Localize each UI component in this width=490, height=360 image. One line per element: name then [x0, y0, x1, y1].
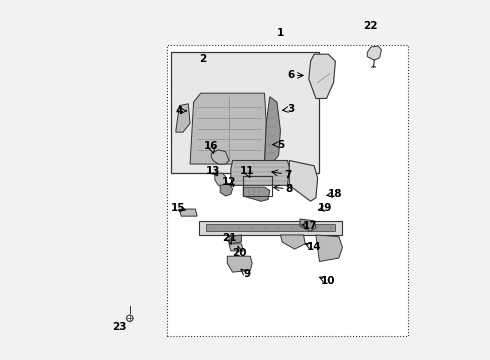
- Text: 13: 13: [206, 166, 220, 176]
- Text: 15: 15: [171, 203, 185, 213]
- Text: 17: 17: [303, 221, 318, 231]
- Text: 2: 2: [199, 54, 206, 64]
- Text: 12: 12: [222, 177, 236, 187]
- Polygon shape: [289, 161, 318, 201]
- Text: 11: 11: [240, 166, 254, 176]
- Ellipse shape: [126, 315, 133, 321]
- Text: 23: 23: [112, 322, 126, 332]
- Polygon shape: [211, 150, 229, 164]
- Bar: [243, 176, 271, 196]
- Text: 10: 10: [321, 276, 336, 286]
- Text: 19: 19: [318, 203, 332, 213]
- Bar: [167, 45, 408, 336]
- Polygon shape: [231, 161, 289, 185]
- Text: 8: 8: [286, 184, 293, 194]
- Text: 5: 5: [277, 140, 284, 149]
- Polygon shape: [199, 221, 343, 235]
- Polygon shape: [309, 54, 335, 99]
- Text: 22: 22: [364, 21, 378, 31]
- Polygon shape: [265, 97, 280, 164]
- Polygon shape: [229, 244, 243, 251]
- Polygon shape: [179, 209, 197, 216]
- Text: 9: 9: [243, 269, 250, 279]
- Polygon shape: [300, 219, 316, 231]
- Polygon shape: [220, 184, 233, 196]
- Polygon shape: [316, 235, 343, 261]
- Polygon shape: [227, 256, 252, 272]
- Text: 3: 3: [288, 104, 294, 114]
- Text: 18: 18: [328, 189, 343, 199]
- Text: 16: 16: [204, 141, 219, 151]
- Text: 14: 14: [307, 242, 321, 252]
- Polygon shape: [176, 104, 190, 132]
- Bar: [171, 53, 319, 173]
- Text: 4: 4: [176, 106, 183, 116]
- Text: 6: 6: [288, 71, 294, 80]
- Polygon shape: [206, 224, 335, 231]
- Text: 1: 1: [277, 28, 284, 38]
- Text: 21: 21: [222, 234, 236, 243]
- Polygon shape: [229, 235, 242, 244]
- Text: 20: 20: [232, 248, 247, 258]
- Text: 7: 7: [284, 170, 291, 180]
- Polygon shape: [190, 93, 266, 164]
- Polygon shape: [215, 173, 227, 187]
- Polygon shape: [243, 187, 270, 201]
- Polygon shape: [368, 46, 381, 60]
- Polygon shape: [280, 235, 305, 249]
